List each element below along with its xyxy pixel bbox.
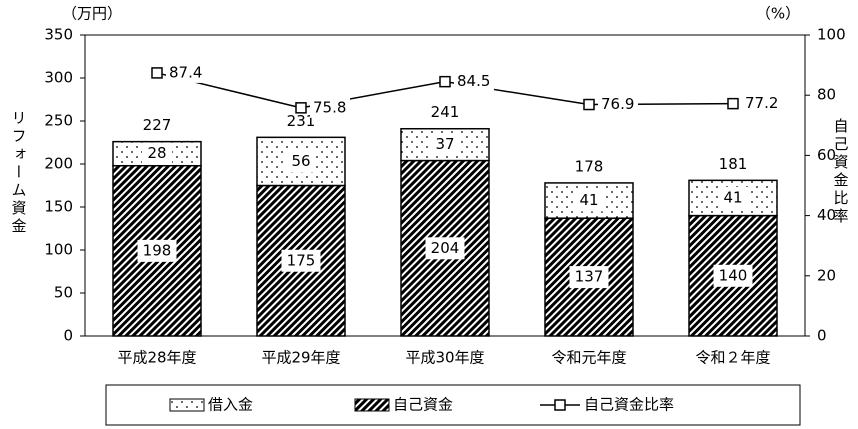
- line-marker: [727, 97, 739, 110]
- x-tick-label: 平成28年度: [117, 349, 196, 367]
- value-label-box: [718, 186, 748, 209]
- y-tick-label: 300: [44, 69, 73, 87]
- total-label: 241: [431, 103, 460, 121]
- y-tick-label: 250: [44, 112, 73, 130]
- line-label-box: [598, 94, 638, 115]
- total-label: 227: [143, 116, 172, 134]
- legend-label: 自己資金比率: [584, 396, 674, 414]
- y-unit: （万円）: [62, 5, 122, 23]
- line-label-box: [742, 93, 782, 114]
- y2-tick-label: 20: [817, 266, 836, 284]
- legend-label: 自己資金: [393, 396, 453, 414]
- value-label: 204: [431, 239, 460, 257]
- x-tick-label: 令和元年度: [551, 349, 626, 367]
- y-tick-label: 200: [44, 155, 73, 173]
- value-label-box: [286, 150, 316, 173]
- value-label: 41: [723, 188, 742, 206]
- value-label-box: [574, 189, 604, 212]
- y-tick-label: 150: [44, 198, 73, 216]
- value-label-box: [430, 133, 460, 156]
- y-tick-label: 100: [44, 241, 73, 259]
- total-label: 181: [719, 155, 748, 173]
- value-label-box: [713, 264, 753, 287]
- line-marker: [151, 67, 163, 79]
- total-label: 178: [575, 157, 604, 175]
- x-tick-label: 令和２年度: [695, 349, 770, 367]
- legend-swatch: [169, 398, 205, 412]
- total-label: 231: [287, 112, 316, 130]
- value-label: 56: [291, 152, 310, 170]
- value-label-box: [425, 237, 465, 260]
- legend-label: 借入金: [208, 396, 253, 414]
- x-tick-label: 平成30年度: [405, 349, 484, 367]
- line-marker: [295, 102, 307, 114]
- line-label: 75.8: [313, 98, 346, 116]
- line-label: 76.9: [601, 95, 634, 113]
- value-label-box: [142, 142, 172, 165]
- line-marker: [583, 98, 595, 111]
- y2-tick-label: 0: [817, 327, 827, 345]
- line-label: 77.2: [745, 94, 778, 112]
- legend-frame: [105, 384, 801, 426]
- x-tick-label: 平成29年度: [261, 349, 340, 367]
- value-label: 140: [719, 266, 748, 284]
- y2-axis-label: 自己資金比率: [832, 118, 850, 226]
- y2-tick-label: 80: [817, 86, 836, 104]
- line-label-box: [310, 97, 350, 118]
- y-tick-label: 350: [44, 26, 73, 44]
- y2-tick-label: 100: [817, 26, 846, 44]
- line-label-box: [454, 71, 494, 92]
- y-tick-label: 50: [54, 284, 73, 302]
- value-label: 37: [435, 135, 454, 153]
- line-label-box: [166, 62, 206, 83]
- line-label: 84.5: [457, 72, 490, 90]
- line-marker: [439, 75, 451, 88]
- y-tick-label: 0: [63, 327, 73, 345]
- value-label-box: [137, 239, 177, 262]
- y2-tick-label: 40: [817, 206, 836, 224]
- line-label: 87.4: [169, 63, 202, 81]
- value-label: 41: [579, 191, 598, 209]
- y-axis-label: リフォーム資金: [10, 110, 28, 236]
- value-label: 198: [143, 241, 172, 259]
- value-label-box: [281, 249, 321, 272]
- bar-segment: [256, 184, 346, 337]
- legend-swatch: [354, 398, 390, 412]
- y2-unit: （%）: [756, 5, 800, 23]
- y2-tick-label: 60: [817, 146, 836, 164]
- value-label-box: [569, 266, 609, 289]
- value-label: 175: [287, 251, 316, 269]
- legend-marker: [554, 399, 566, 411]
- value-label: 28: [147, 144, 166, 162]
- value-label: 137: [575, 268, 604, 286]
